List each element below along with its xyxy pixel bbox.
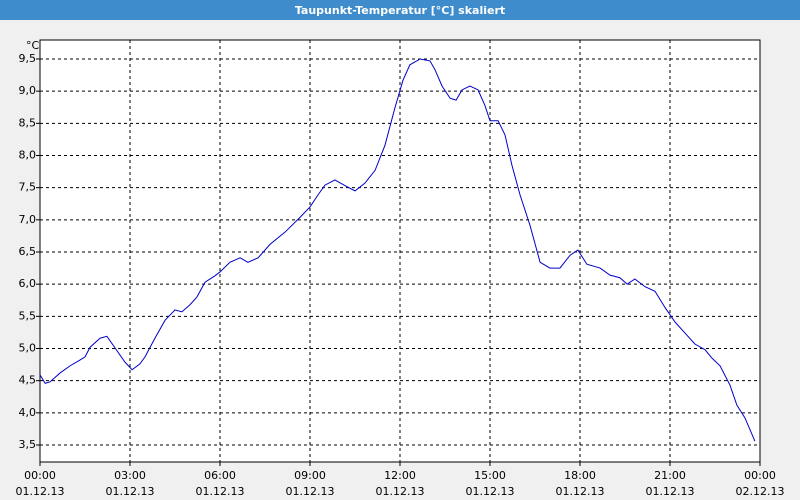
y-unit: °C: [26, 39, 40, 52]
y-tick-label: 6,0: [19, 277, 37, 290]
x-tick-date: 01.12.13: [646, 485, 695, 498]
y-tick-label: 4,5: [19, 374, 37, 387]
x-tick-date: 01.12.13: [16, 485, 65, 498]
y-tick-label: 7,5: [19, 181, 37, 194]
x-tick-label: 15:00: [474, 469, 506, 482]
x-tick-date: 01.12.13: [196, 485, 245, 498]
y-tick-label: 9,5: [19, 52, 37, 65]
x-tick-label: 21:00: [654, 469, 686, 482]
chart-title: Taupunkt-Temperatur [°C] skaliert: [295, 4, 505, 17]
title-bar: [0, 0, 800, 20]
data-line: [39, 58, 756, 442]
x-tick-date: 01.12.13: [466, 485, 515, 498]
x-tick-date: 01.12.13: [556, 485, 605, 498]
x-tick-label: 00:00: [24, 469, 56, 482]
x-tick-label: 09:00: [294, 469, 326, 482]
x-tick-label: 00:00: [744, 469, 776, 482]
x-tick-date: 01.12.13: [106, 485, 155, 498]
y-tick-label: 7,0: [19, 213, 37, 226]
x-tick-date: 01.12.13: [286, 485, 335, 498]
x-tick-label: 12:00: [384, 469, 416, 482]
y-tick-label: 3,5: [19, 438, 37, 451]
x-tick-date: 01.12.13: [376, 485, 425, 498]
y-tick-label: 9,0: [19, 84, 37, 97]
y-tick-label: 6,5: [19, 245, 37, 258]
x-tick-label: 06:00: [204, 469, 236, 482]
y-tick-label: 8,5: [19, 116, 37, 129]
y-tick-label: 5,0: [19, 342, 37, 355]
y-tick-label: 8,0: [19, 148, 37, 161]
x-tick-date: 02.12.13: [736, 485, 785, 498]
y-tick-label: 5,5: [19, 309, 37, 322]
x-tick-label: 18:00: [564, 469, 596, 482]
y-tick-label: 4,0: [19, 406, 37, 419]
x-tick-label: 03:00: [114, 469, 146, 482]
